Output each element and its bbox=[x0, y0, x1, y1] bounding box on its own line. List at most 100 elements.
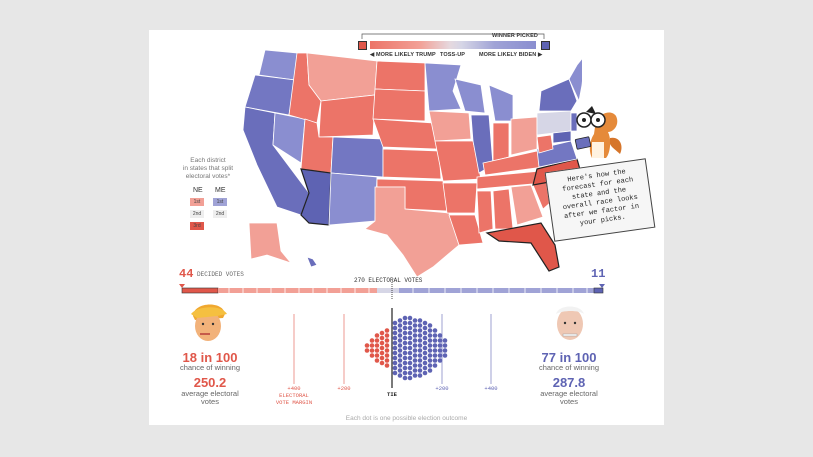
outcome-dot-biden bbox=[422, 345, 428, 351]
outcome-dot-biden bbox=[437, 358, 443, 363]
state-new-york bbox=[538, 78, 578, 112]
biden-chance: 77 in 100 bbox=[541, 350, 597, 365]
legend: WINNER PICKED ◀ MORE LIKELY TRUMP TOSS-U… bbox=[356, 30, 556, 60]
outcome-dot-biden bbox=[442, 348, 448, 353]
axis-left-200: +200 bbox=[337, 385, 351, 392]
ne-district-3[interactable]: 3rd bbox=[190, 222, 204, 230]
axis-left-400-line-2: ELECTORAL bbox=[279, 392, 309, 399]
outcome-dot-biden bbox=[412, 358, 418, 363]
state-new-mexico bbox=[328, 172, 378, 226]
outcome-dot-biden bbox=[412, 353, 418, 358]
me-district-1[interactable]: 1st bbox=[213, 198, 227, 206]
outcome-dot-biden bbox=[407, 335, 413, 341]
outcome-dot-biden bbox=[407, 330, 413, 336]
outcome-dot-biden bbox=[412, 333, 418, 338]
outcome-dot-biden bbox=[397, 363, 403, 368]
outcome-dot-biden bbox=[402, 345, 408, 351]
outcome-dot-biden bbox=[427, 358, 433, 363]
state-arkansas bbox=[442, 182, 478, 214]
outcome-dot-biden bbox=[402, 375, 408, 381]
outcome-dot-trump bbox=[364, 343, 370, 348]
outcome-dot-biden bbox=[432, 333, 438, 338]
outcome-dot-biden bbox=[407, 345, 413, 351]
outcome-dot-biden bbox=[392, 335, 398, 341]
trump-chance: 18 in 100 bbox=[182, 350, 238, 365]
outcome-dot-biden bbox=[442, 338, 448, 343]
state-montana bbox=[306, 52, 378, 102]
axis-right-200: +200 bbox=[435, 385, 449, 392]
outcome-dot-biden bbox=[407, 355, 413, 361]
outcome-dot-trump bbox=[369, 348, 375, 353]
outcome-dot-biden bbox=[437, 338, 443, 343]
state-alabama bbox=[492, 188, 514, 230]
trump-avg-electoral-votes: 250.2 bbox=[193, 375, 227, 390]
trump-avg-label-1: average electoral bbox=[181, 389, 239, 398]
outcome-dot-biden bbox=[432, 343, 438, 348]
outcome-dot-biden bbox=[402, 360, 408, 366]
axis-left-400-line-3: VOTE MARGIN bbox=[275, 399, 313, 406]
biden-picked-swatch[interactable] bbox=[541, 41, 550, 50]
outcome-dot-trump bbox=[379, 360, 385, 366]
decided-votes-label: DECIDED VOTES bbox=[197, 271, 244, 278]
outcome-dot-biden bbox=[407, 315, 413, 321]
outcome-dot-biden bbox=[427, 368, 433, 373]
biden-avg-label-1: average electoral bbox=[540, 389, 598, 398]
outcome-dot-trump bbox=[384, 348, 390, 353]
outcome-dot-biden bbox=[402, 365, 408, 371]
outcome-dot-biden bbox=[417, 373, 423, 378]
state-mississippi bbox=[476, 190, 494, 234]
outcome-dot-biden bbox=[432, 338, 438, 343]
outcome-dot-biden bbox=[412, 338, 418, 343]
trump-decided-votes: 44 bbox=[179, 267, 194, 281]
outcome-dot-biden bbox=[402, 355, 408, 361]
trump-portrait-icon bbox=[191, 304, 227, 341]
outcome-dot-biden bbox=[437, 353, 443, 358]
winner-picked-label: WINNER PICKED bbox=[492, 33, 538, 39]
outcome-dot-biden bbox=[397, 333, 403, 338]
outcome-dot-biden bbox=[427, 353, 433, 358]
outcome-dot-biden bbox=[397, 373, 403, 378]
trump-picked-swatch[interactable] bbox=[358, 41, 367, 50]
outcome-dot-biden bbox=[417, 333, 423, 338]
outcome-dot-biden bbox=[422, 335, 428, 341]
more-likely-biden-label: MORE LIKELY BIDEN ▶ bbox=[479, 52, 543, 58]
state-wisconsin bbox=[454, 78, 486, 114]
outcome-dot-trump bbox=[384, 343, 390, 348]
outcome-dot-trump bbox=[374, 353, 380, 358]
outcome-dot-trump bbox=[364, 348, 370, 353]
outcome-dot-biden bbox=[407, 340, 413, 346]
ne-label: NE bbox=[193, 187, 203, 194]
outcome-dot-biden bbox=[422, 320, 428, 326]
outcome-dot-biden bbox=[427, 323, 433, 328]
ne-district-1[interactable]: 1st bbox=[190, 198, 204, 206]
outcome-dot-biden bbox=[397, 318, 403, 323]
outcome-dot-biden bbox=[417, 348, 423, 353]
us-map[interactable] bbox=[237, 45, 582, 280]
outcome-dot-biden bbox=[427, 338, 433, 343]
outcome-dot-biden bbox=[422, 350, 428, 356]
outcome-dot-biden bbox=[422, 355, 428, 361]
me-district-2[interactable]: 2nd bbox=[213, 210, 227, 218]
axis-tie: TIE bbox=[387, 391, 397, 398]
ne-district-2[interactable]: 2nd bbox=[190, 210, 204, 218]
outcome-dot-biden bbox=[397, 328, 403, 333]
outcome-dot-trump bbox=[369, 338, 375, 343]
outcome-dot-trump bbox=[384, 338, 390, 343]
outcome-dot-biden bbox=[397, 343, 403, 348]
outcome-dot-biden bbox=[402, 350, 408, 356]
trump-chance-label: chance of winning bbox=[179, 363, 241, 372]
state-texas bbox=[364, 186, 460, 278]
outcome-dot-biden bbox=[397, 353, 403, 358]
state-louisiana bbox=[448, 214, 484, 246]
outcome-dot-biden bbox=[392, 360, 398, 366]
state-georgia bbox=[510, 184, 544, 226]
split-districts-key: Each district in states that split elect… bbox=[173, 157, 243, 230]
outcome-dot-biden bbox=[392, 325, 398, 331]
outcome-dot-biden bbox=[392, 330, 398, 336]
outcome-dot-biden bbox=[417, 368, 423, 373]
state-indiana bbox=[492, 122, 510, 162]
outcome-dot-biden bbox=[432, 348, 438, 353]
outcome-dot-trump bbox=[379, 355, 385, 361]
state-florida bbox=[485, 222, 560, 272]
outcome-dot-biden bbox=[412, 318, 418, 323]
